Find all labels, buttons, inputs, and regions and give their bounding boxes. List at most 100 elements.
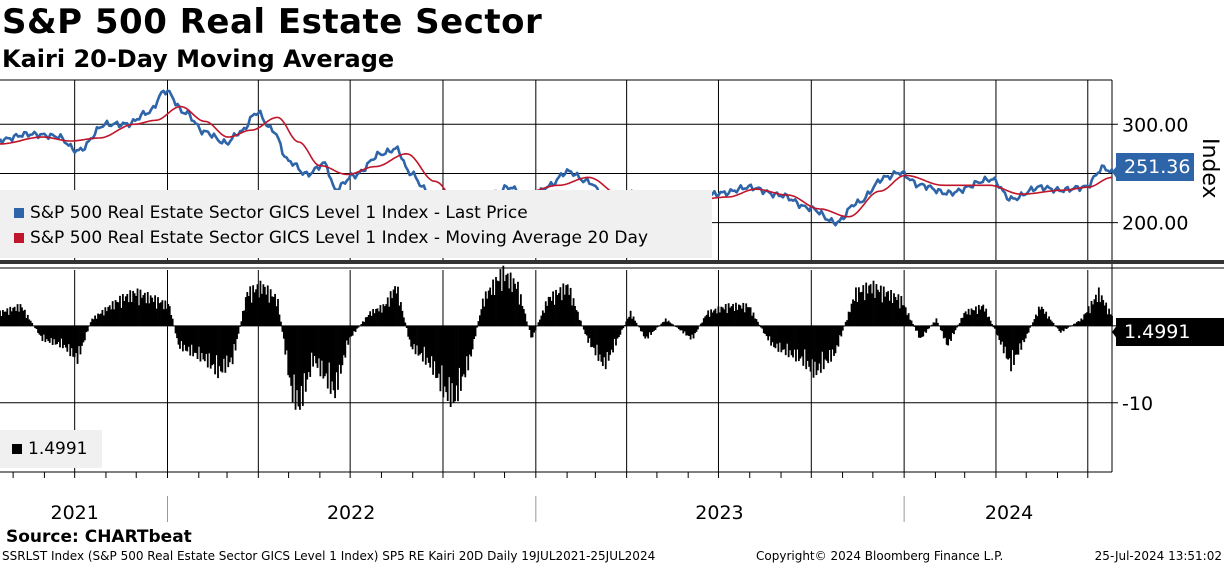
kairi-bar-753 xyxy=(1100,295,1103,326)
kairi-bar-213 xyxy=(310,325,313,353)
kairi-bar-541 xyxy=(790,325,793,356)
kairi-bar-692 xyxy=(1011,325,1014,351)
kairi-bar-430 xyxy=(628,316,631,326)
kairi-bar-640 xyxy=(935,318,938,326)
kairi-bar-253 xyxy=(369,311,372,326)
kairi-bar-74 xyxy=(107,306,110,326)
kairi-bar-464 xyxy=(678,325,680,330)
kairi-bar-166 xyxy=(241,311,244,326)
kairi-bar-257 xyxy=(375,309,377,326)
kairi-bar-526 xyxy=(768,325,771,337)
kairi-bar-650 xyxy=(950,325,952,341)
kairi-bar-589 xyxy=(860,291,863,326)
kairi-bar-563 xyxy=(822,325,825,370)
kairi-bar-274 xyxy=(400,302,402,326)
kairi-bar-458 xyxy=(669,322,672,326)
kairi-bar-362 xyxy=(528,325,531,330)
kairi-bar-560 xyxy=(818,325,821,364)
kairi-bar-532 xyxy=(777,325,780,352)
kairi-bar-125 xyxy=(181,325,184,352)
kairi-bar-206 xyxy=(300,325,303,387)
kairi-bar-662 xyxy=(967,308,970,326)
kairi-bar-646 xyxy=(944,325,947,338)
kairi-bar-481 xyxy=(702,318,705,326)
kairi-bar-348 xyxy=(508,288,511,326)
kairi-bar-275 xyxy=(401,310,404,326)
kairi-bar-582 xyxy=(850,303,853,326)
kairi-bar-424 xyxy=(619,325,622,335)
kairi-bar-629 xyxy=(919,325,922,338)
kairi-bar-449 xyxy=(656,325,658,328)
kairi-bar-518 xyxy=(757,321,759,326)
kairi-bar-681 xyxy=(995,325,998,335)
kairi-bar-509 xyxy=(743,312,746,326)
kairi-bar-180 xyxy=(262,284,265,326)
kairi-bar-377 xyxy=(550,300,553,326)
kairi-bar-250 xyxy=(364,317,367,326)
kairi-bar-711 xyxy=(1039,309,1042,326)
kairi-bar-113 xyxy=(164,300,167,326)
kairi-bar-80 xyxy=(116,301,118,326)
kairi-bar-114 xyxy=(165,308,168,326)
kairi-bar-323 xyxy=(471,325,474,350)
kairi-bar-228 xyxy=(332,325,335,391)
kairi-bar-215 xyxy=(313,325,316,356)
kairi-bar-193 xyxy=(281,325,284,332)
kairi-bar-130 xyxy=(189,325,192,356)
kairi-bar-94 xyxy=(136,288,139,326)
kairi-bar-292 xyxy=(426,325,429,358)
kairi-bar-334 xyxy=(487,290,490,326)
kairi-bar-626 xyxy=(915,325,917,331)
kairi-bar-260 xyxy=(379,305,382,326)
kairi-bar-399 xyxy=(582,325,585,330)
kairi-bar-296 xyxy=(432,325,434,375)
kairi-bar-493 xyxy=(720,306,723,326)
kairi-bar-67 xyxy=(97,313,99,326)
kairi-bar-243 xyxy=(354,325,357,332)
kairi-bar-76 xyxy=(110,309,113,326)
kairi-bar-247 xyxy=(360,324,363,326)
kairi-bar-89 xyxy=(129,290,132,326)
kairi-bar-315 xyxy=(459,325,462,391)
kairi-bar-610 xyxy=(891,303,894,326)
kairi-bar-136 xyxy=(198,325,200,347)
kairi-bar-489 xyxy=(714,308,717,326)
kairi-bar-23 xyxy=(32,325,35,327)
kairi-bar-504 xyxy=(736,309,739,326)
kairi-bar-644 xyxy=(941,325,944,332)
kairi-bar-580 xyxy=(847,311,850,326)
kairi-bar-568 xyxy=(830,325,832,362)
kairi-bar-591 xyxy=(863,300,866,326)
kairi-bar-351 xyxy=(512,278,515,326)
kairi-bar-264 xyxy=(385,304,388,326)
kairi-bar-453 xyxy=(661,322,664,326)
kairi-bar-423 xyxy=(618,325,620,338)
kairi-bar-503 xyxy=(735,302,737,326)
kairi-bar-451 xyxy=(658,325,661,326)
kairi-bar-461 xyxy=(673,325,676,327)
kairi-bar-674 xyxy=(985,308,988,326)
kairi-bar-158 xyxy=(230,325,233,358)
kairi-bar-723 xyxy=(1056,325,1059,329)
kairi-bar-647 xyxy=(945,325,948,345)
kairi-bar-748 xyxy=(1093,299,1096,326)
kairi-bar-584 xyxy=(853,300,856,326)
kairi-bar-300 xyxy=(438,325,440,374)
kairi-bar-486 xyxy=(710,309,712,326)
kairi-bar-638 xyxy=(932,322,935,326)
kairi-bar-534 xyxy=(780,325,783,353)
kairi-bar-445 xyxy=(650,325,653,335)
kairi-bar-195 xyxy=(284,325,287,355)
kairi-bar-371 xyxy=(541,310,544,326)
kairi-bar-558 xyxy=(815,325,818,376)
upper-y-axis-label: Index xyxy=(1197,138,1222,199)
kairi-bar-273 xyxy=(398,305,401,326)
kairi-bar-241 xyxy=(351,325,354,336)
kairi-bar-737 xyxy=(1077,320,1080,326)
kairi-bar-83 xyxy=(120,307,123,326)
kairi-bar-736 xyxy=(1075,322,1078,326)
kairi-bar-366 xyxy=(534,325,537,331)
kairi-bar-427 xyxy=(623,325,626,326)
kairi-bar-705 xyxy=(1030,325,1033,326)
kairi-bar-43 xyxy=(62,325,64,349)
